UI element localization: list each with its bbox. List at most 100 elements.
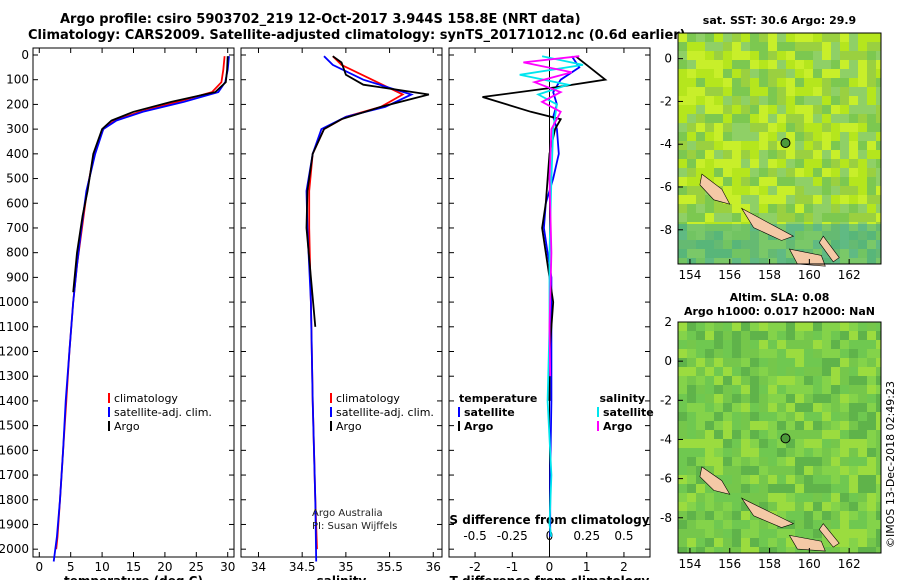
- map-cell: [768, 87, 777, 96]
- map-cell: [795, 340, 804, 349]
- map-cell: [786, 42, 795, 51]
- map-cell: [705, 132, 714, 141]
- map-cell: [777, 340, 786, 349]
- map-cell: [813, 213, 822, 222]
- map-cell: [687, 150, 696, 159]
- ytick-label: 1700: [0, 468, 29, 482]
- map-cell: [876, 376, 881, 385]
- map-cell: [849, 457, 858, 466]
- map-cell: [867, 114, 876, 123]
- map-cell: [858, 538, 867, 547]
- map-cell: [732, 69, 741, 78]
- map-cell: [876, 385, 881, 394]
- map-cell: [840, 358, 849, 367]
- map-cell: [732, 367, 741, 376]
- map-cell: [750, 376, 759, 385]
- map-cell: [714, 448, 723, 457]
- map-cell: [813, 195, 822, 204]
- map-cell: [759, 439, 768, 448]
- map-cell: [723, 430, 732, 439]
- map-cell: [732, 186, 741, 195]
- island-guadalcanal: [788, 534, 826, 552]
- map-cell: [858, 177, 867, 186]
- map-cell: [750, 430, 759, 439]
- map-cell: [804, 159, 813, 168]
- map-cell: [867, 87, 876, 96]
- map-cell: [759, 195, 768, 204]
- map-cell: [768, 69, 777, 78]
- map-cell: [786, 430, 795, 439]
- map-cell: [732, 412, 741, 421]
- map-cell: [687, 403, 696, 412]
- map-cell: [678, 322, 687, 331]
- map-cell: [867, 186, 876, 195]
- map-cell: [678, 78, 687, 87]
- map-cell: [795, 33, 804, 42]
- map-cell: [831, 132, 840, 141]
- map-cell: [831, 403, 840, 412]
- map-cell: [804, 430, 813, 439]
- map-cell: [849, 529, 858, 538]
- map-cell: [795, 96, 804, 105]
- map-cell: [795, 502, 804, 511]
- map-cell: [687, 96, 696, 105]
- map-cell: [705, 51, 714, 60]
- map-cell: [804, 114, 813, 123]
- map-cell: [723, 520, 732, 529]
- map-cell: [696, 385, 705, 394]
- map-cell: [849, 87, 858, 96]
- map-cell: [741, 439, 750, 448]
- map-cell: [777, 159, 786, 168]
- map-cell: [867, 493, 876, 502]
- map-cell: [777, 457, 786, 466]
- map-cell: [858, 69, 867, 78]
- ytick-label: 200: [6, 97, 29, 111]
- map-cell: [732, 385, 741, 394]
- map-cell: [741, 421, 750, 430]
- map-cell: [867, 150, 876, 159]
- map-cell: [678, 33, 687, 42]
- map-cell: [795, 493, 804, 502]
- map-cell: [858, 204, 867, 213]
- map-cell: [687, 331, 696, 340]
- map-cell: [831, 484, 840, 493]
- map-cell: [750, 439, 759, 448]
- x2tick-label: -0.5: [463, 529, 486, 543]
- map-cell: [786, 457, 795, 466]
- map-cell: [813, 457, 822, 466]
- map-ytick-label: -8: [660, 223, 672, 237]
- map-cell: [687, 448, 696, 457]
- map-cell: [696, 421, 705, 430]
- map-cell: [822, 105, 831, 114]
- map-title-sst: sat. SST: 30.6 Argo: 29.9: [703, 14, 856, 27]
- map-cell: [732, 322, 741, 331]
- map-cell: [696, 376, 705, 385]
- map-cell: [777, 87, 786, 96]
- map-cell: [795, 394, 804, 403]
- map-cell: [867, 394, 876, 403]
- map-cell: [777, 69, 786, 78]
- island-malaita: [818, 235, 840, 263]
- map-cell: [750, 141, 759, 150]
- map-cell: [786, 385, 795, 394]
- map-cell: [678, 547, 687, 553]
- map-cell: [840, 114, 849, 123]
- map-cell: [858, 78, 867, 87]
- map-cell: [678, 42, 687, 51]
- map-cell: [714, 159, 723, 168]
- map-cell: [741, 168, 750, 177]
- xtick-label-temperature: 0: [35, 560, 43, 574]
- map-cell: [687, 186, 696, 195]
- map-cell: [723, 51, 732, 60]
- xtick-label-salinity: 34: [251, 560, 266, 574]
- map-cell: [768, 159, 777, 168]
- map-cell: [840, 51, 849, 60]
- map-cell: [831, 141, 840, 150]
- map-ytick-label: -6: [660, 180, 672, 194]
- map-cell: [876, 51, 881, 60]
- map-cell: [723, 42, 732, 51]
- map-cell: [795, 51, 804, 60]
- xtick-label-salinity: 35: [338, 560, 353, 574]
- map-cell: [849, 430, 858, 439]
- map-cell: [786, 502, 795, 511]
